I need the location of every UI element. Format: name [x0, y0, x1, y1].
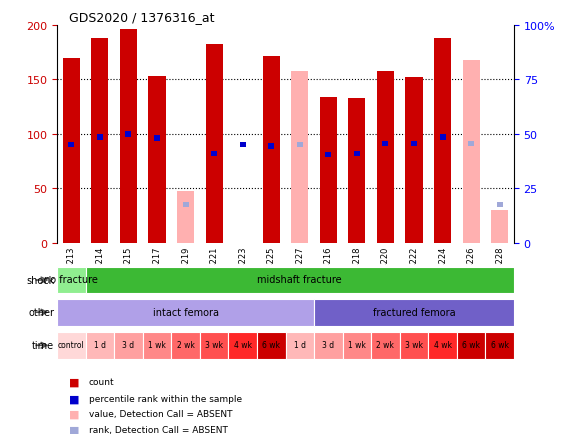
Text: intact femora: intact femora: [152, 307, 219, 317]
Bar: [57, 332, 86, 359]
Text: 3 wk: 3 wk: [205, 340, 223, 349]
Text: control: control: [58, 340, 85, 349]
Text: 1 d: 1 d: [94, 340, 106, 349]
Bar: [411, 141, 417, 147]
Bar: [325, 152, 331, 158]
Text: 3 d: 3 d: [122, 340, 135, 349]
Text: 3 wk: 3 wk: [405, 340, 423, 349]
Bar: [143, 332, 171, 359]
Text: no fracture: no fracture: [45, 275, 98, 285]
Bar: [428, 332, 457, 359]
Text: ■: ■: [69, 377, 79, 387]
Bar: [91, 39, 108, 243]
Text: ■: ■: [69, 394, 79, 403]
Bar: [348, 99, 365, 243]
Text: value, Detection Call = ABSENT: value, Detection Call = ABSENT: [89, 410, 232, 418]
Bar: [228, 332, 257, 359]
Bar: [114, 332, 143, 359]
Bar: [126, 132, 131, 137]
Bar: [286, 332, 314, 359]
Bar: [57, 299, 314, 326]
Text: 2 wk: 2 wk: [376, 340, 395, 349]
Text: rank, Detection Call = ABSENT: rank, Detection Call = ABSENT: [89, 425, 227, 434]
Bar: [383, 141, 388, 147]
Bar: [457, 332, 485, 359]
Text: 1 wk: 1 wk: [148, 340, 166, 349]
Bar: [211, 151, 217, 157]
Bar: [440, 135, 445, 141]
Text: midshaft fracture: midshaft fracture: [258, 275, 342, 285]
Bar: [291, 72, 308, 243]
Bar: [371, 332, 400, 359]
Bar: [257, 332, 286, 359]
Text: fractured femora: fractured femora: [373, 307, 455, 317]
Bar: [497, 202, 502, 208]
Bar: [354, 151, 360, 157]
Text: 2 wk: 2 wk: [176, 340, 195, 349]
Bar: [86, 332, 114, 359]
Bar: [69, 143, 74, 148]
Bar: [263, 56, 280, 243]
Text: 6 wk: 6 wk: [490, 340, 509, 349]
Bar: [200, 332, 228, 359]
Bar: [57, 267, 86, 294]
Text: 4 wk: 4 wk: [234, 340, 252, 349]
Bar: [405, 78, 423, 243]
Bar: [485, 332, 514, 359]
Bar: [463, 61, 480, 243]
Text: ■: ■: [69, 425, 79, 434]
Text: GDS2020 / 1376316_at: GDS2020 / 1376316_at: [69, 11, 214, 24]
Text: ■: ■: [69, 409, 79, 419]
Bar: [63, 59, 80, 243]
Bar: [434, 39, 451, 243]
Text: 6 wk: 6 wk: [462, 340, 480, 349]
Bar: [314, 299, 514, 326]
Bar: [171, 332, 200, 359]
Bar: [491, 210, 508, 243]
Bar: [320, 98, 337, 243]
Text: other: other: [28, 308, 54, 317]
Bar: [268, 144, 274, 149]
Text: 1 wk: 1 wk: [348, 340, 366, 349]
Bar: [468, 141, 474, 147]
Text: 1 d: 1 d: [293, 340, 306, 349]
Bar: [377, 72, 394, 243]
Bar: [177, 192, 194, 243]
Bar: [297, 143, 303, 148]
Bar: [120, 30, 137, 243]
Bar: [154, 136, 160, 141]
Bar: [206, 45, 223, 243]
Bar: [183, 202, 188, 208]
Text: 3 d: 3 d: [322, 340, 335, 349]
Text: count: count: [89, 378, 114, 386]
Bar: [314, 332, 343, 359]
Bar: [400, 332, 428, 359]
Text: 4 wk: 4 wk: [433, 340, 452, 349]
Text: 6 wk: 6 wk: [262, 340, 280, 349]
Text: percentile rank within the sample: percentile rank within the sample: [89, 394, 242, 403]
Bar: [148, 77, 166, 243]
Text: shock: shock: [26, 276, 54, 285]
Bar: [240, 143, 246, 148]
Bar: [343, 332, 371, 359]
Text: time: time: [32, 341, 54, 350]
Bar: [97, 135, 103, 141]
